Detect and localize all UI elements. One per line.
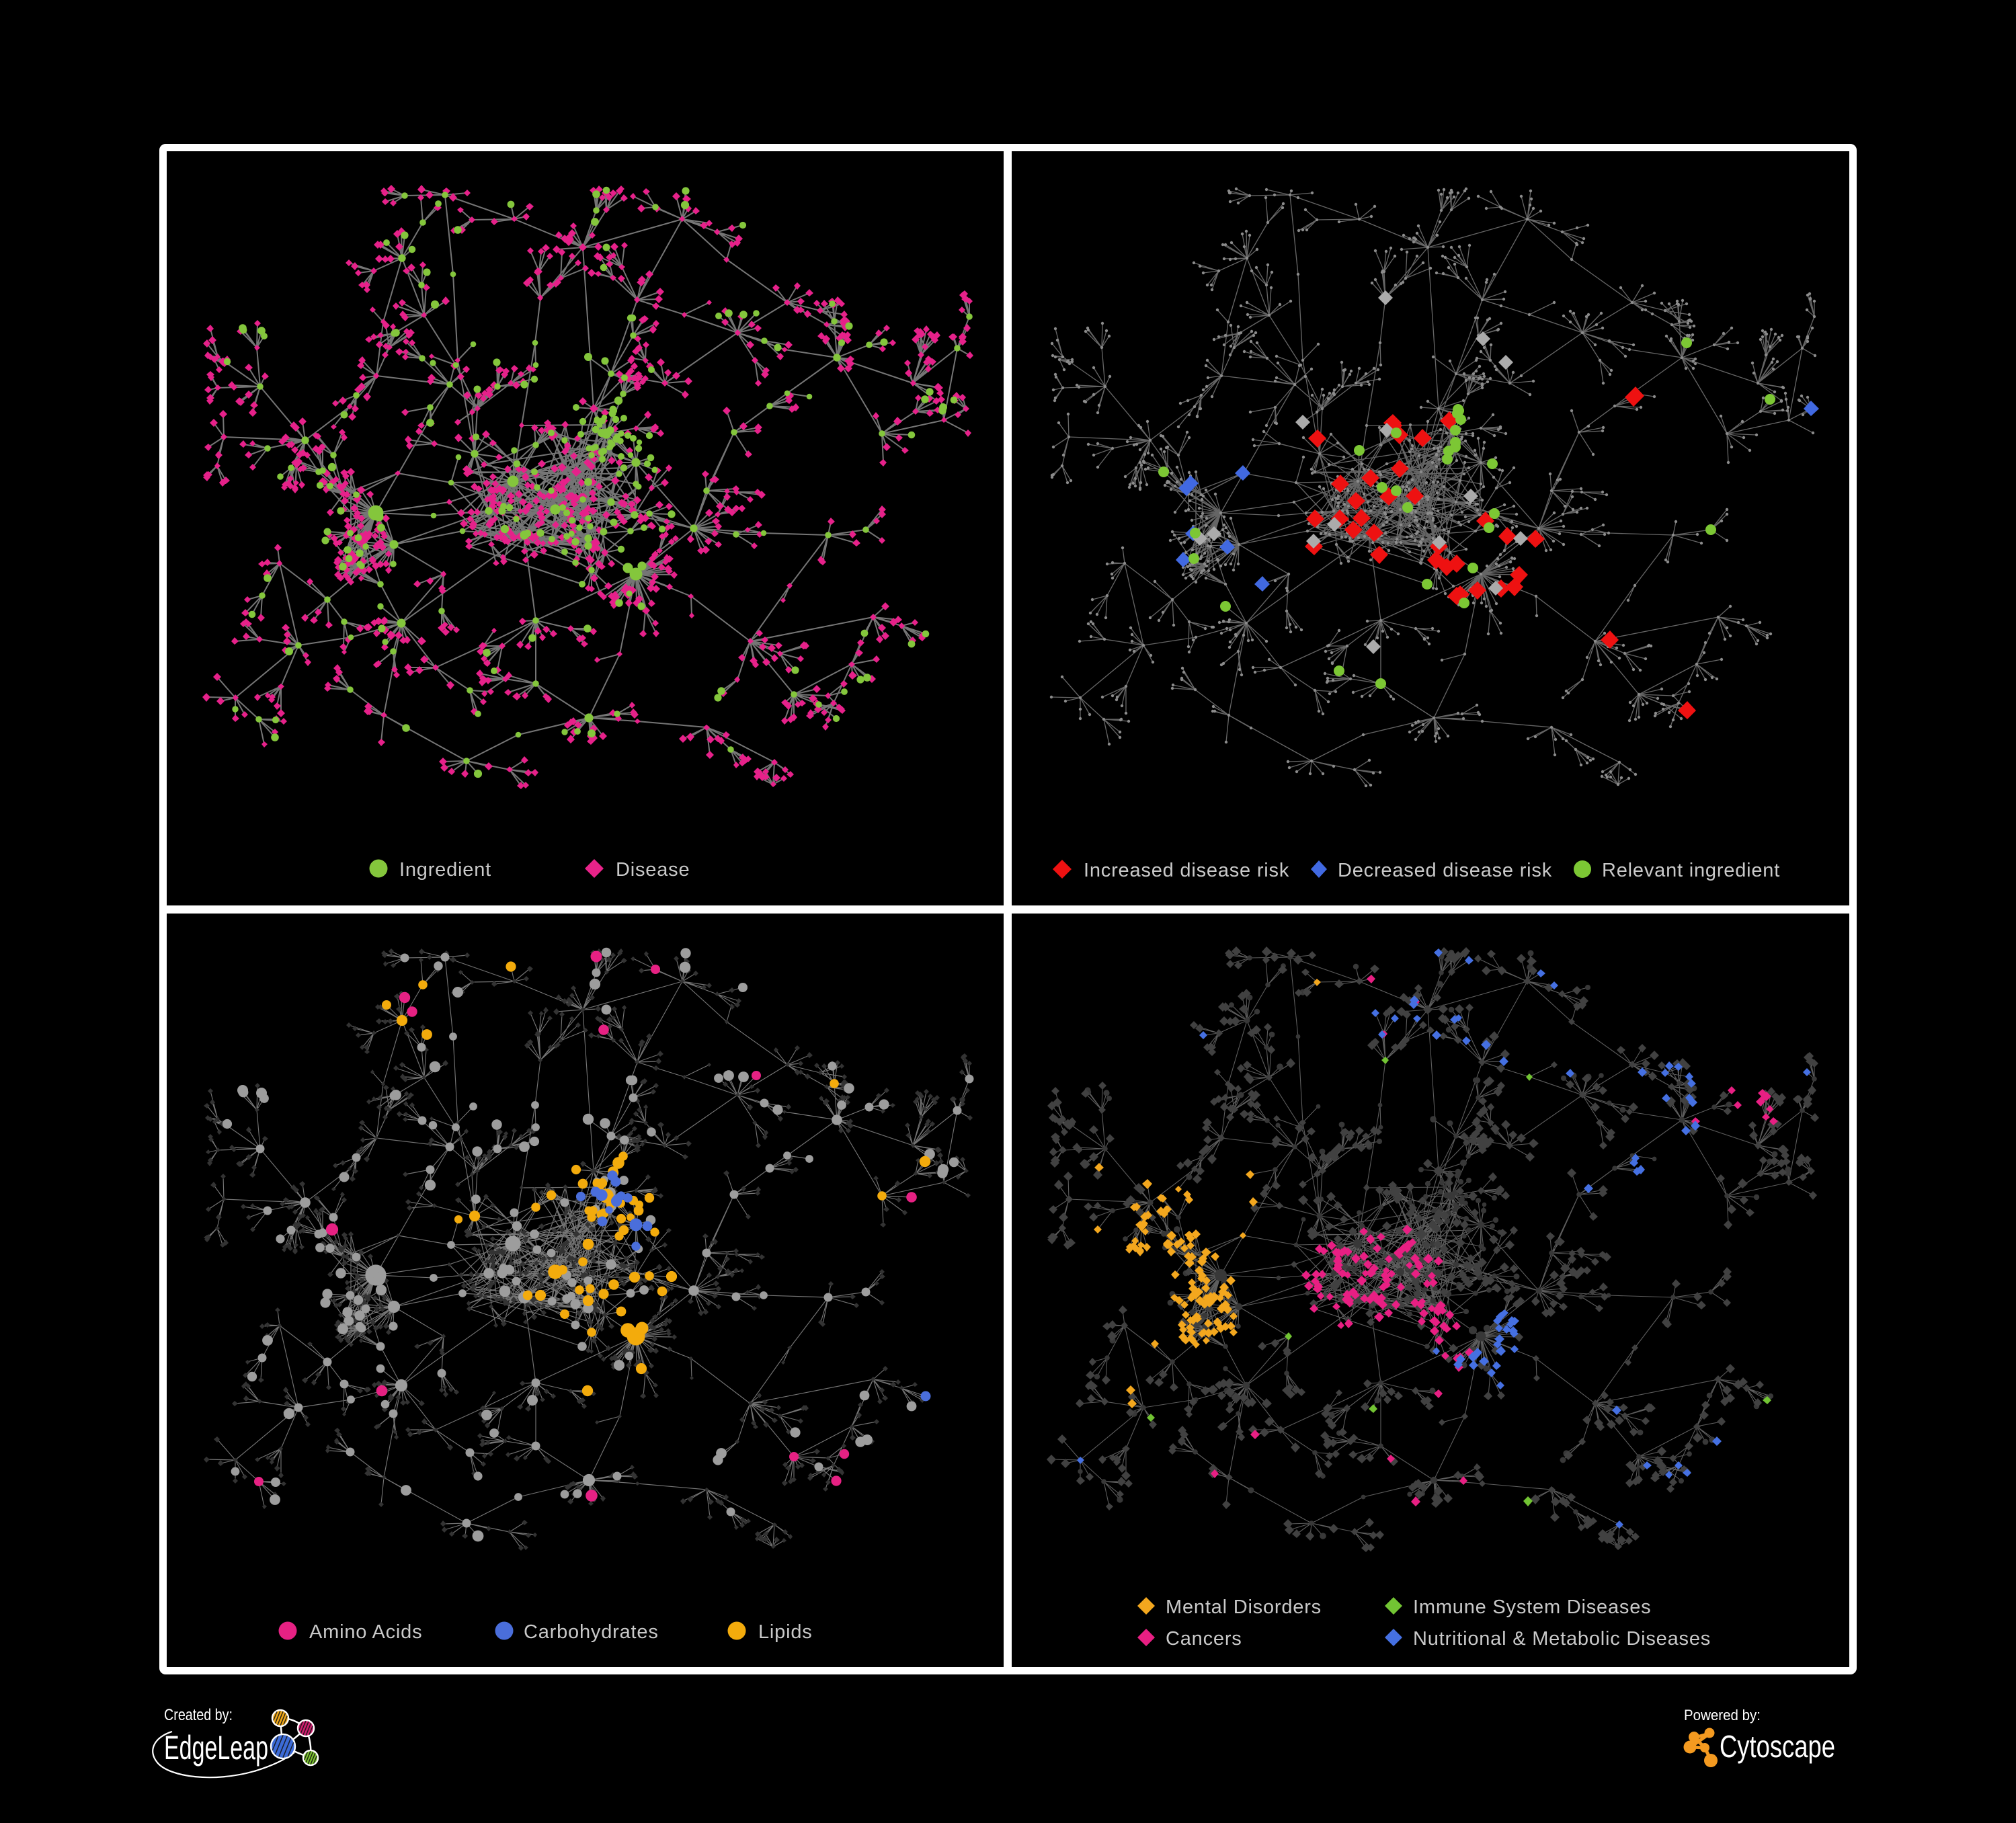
- svg-text:EdgeLeap: EdgeLeap: [164, 1729, 268, 1767]
- svg-text:Carbohydrates: Carbohydrates: [524, 1621, 659, 1643]
- svg-text:Immune System Diseases: Immune System Diseases: [1413, 1596, 1651, 1618]
- svg-text:Cancers: Cancers: [1166, 1628, 1242, 1650]
- svg-text:Decreased disease risk: Decreased disease risk: [1338, 860, 1552, 881]
- svg-text:Ingredient: Ingredient: [399, 859, 491, 881]
- svg-text:Created by:: Created by:: [164, 1706, 233, 1724]
- svg-text:Cytoscape: Cytoscape: [1720, 1729, 1835, 1764]
- svg-text:Amino Acids: Amino Acids: [309, 1621, 422, 1643]
- svg-text:Mental Disorders: Mental Disorders: [1166, 1596, 1322, 1618]
- svg-text:Increased disease risk: Increased disease risk: [1084, 860, 1289, 881]
- svg-text:Relevant ingredient: Relevant ingredient: [1602, 860, 1780, 881]
- svg-text:Disease: Disease: [616, 859, 690, 881]
- svg-text:Nutritional & Metabolic Diseas: Nutritional & Metabolic Diseases: [1413, 1628, 1711, 1650]
- svg-text:Lipids: Lipids: [758, 1621, 813, 1643]
- svg-text:Powered by:: Powered by:: [1684, 1707, 1761, 1724]
